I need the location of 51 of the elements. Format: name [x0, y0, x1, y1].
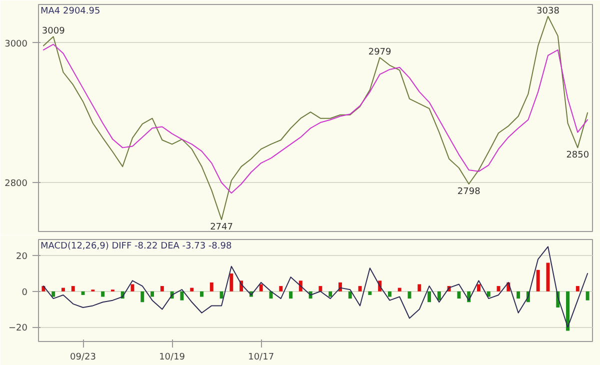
bar — [150, 291, 154, 297]
bar — [457, 291, 461, 299]
bar — [52, 291, 56, 297]
annotation: MA4 2904.95 — [40, 6, 100, 16]
annotation: 2979 — [368, 48, 392, 58]
bar — [200, 291, 204, 297]
bar — [576, 286, 580, 292]
annotation: 3038 — [536, 6, 560, 16]
x-tick-label: 10/17 — [248, 352, 274, 362]
bar — [279, 286, 283, 292]
y-tick-label: 0 — [22, 288, 28, 298]
bar — [586, 291, 590, 300]
bar — [289, 291, 292, 299]
y-tick-label: 3000 — [4, 39, 28, 50]
bar — [140, 291, 144, 302]
bar — [160, 286, 164, 292]
bar — [190, 288, 194, 292]
bar — [566, 291, 570, 331]
x-tick-label: 09/23 — [70, 352, 96, 362]
bar — [486, 291, 490, 297]
bar — [101, 291, 105, 297]
bar — [437, 291, 441, 300]
bar — [210, 282, 214, 292]
bar — [348, 291, 352, 299]
y-tick-label: −20 — [8, 324, 28, 334]
annotation: 2747 — [210, 222, 233, 233]
bar — [259, 284, 263, 292]
bar — [477, 284, 480, 292]
bar — [180, 291, 184, 300]
annotation: 2850 — [566, 150, 590, 161]
line-series — [42, 44, 588, 194]
annotation: 3009 — [42, 26, 66, 37]
x-tick-label: 10/19 — [159, 352, 186, 362]
y-tick-label: 20 — [16, 252, 28, 262]
y-tick-label: 2800 — [4, 179, 28, 190]
bar — [388, 291, 392, 297]
bar — [398, 288, 402, 292]
bar — [536, 270, 540, 292]
bar — [318, 286, 322, 292]
bar — [516, 291, 520, 299]
annotation: MACD(12,26,9) DIFF -8.22 DEA -3.73 -8.98 — [40, 242, 232, 252]
annotation: 2798 — [457, 187, 481, 198]
bar — [368, 291, 372, 295]
bar — [71, 286, 75, 292]
bar — [418, 284, 422, 292]
bar — [130, 284, 134, 292]
bar — [230, 274, 234, 292]
line-series — [42, 16, 588, 220]
bar — [328, 291, 332, 297]
bar — [62, 288, 65, 292]
bar — [428, 291, 431, 302]
